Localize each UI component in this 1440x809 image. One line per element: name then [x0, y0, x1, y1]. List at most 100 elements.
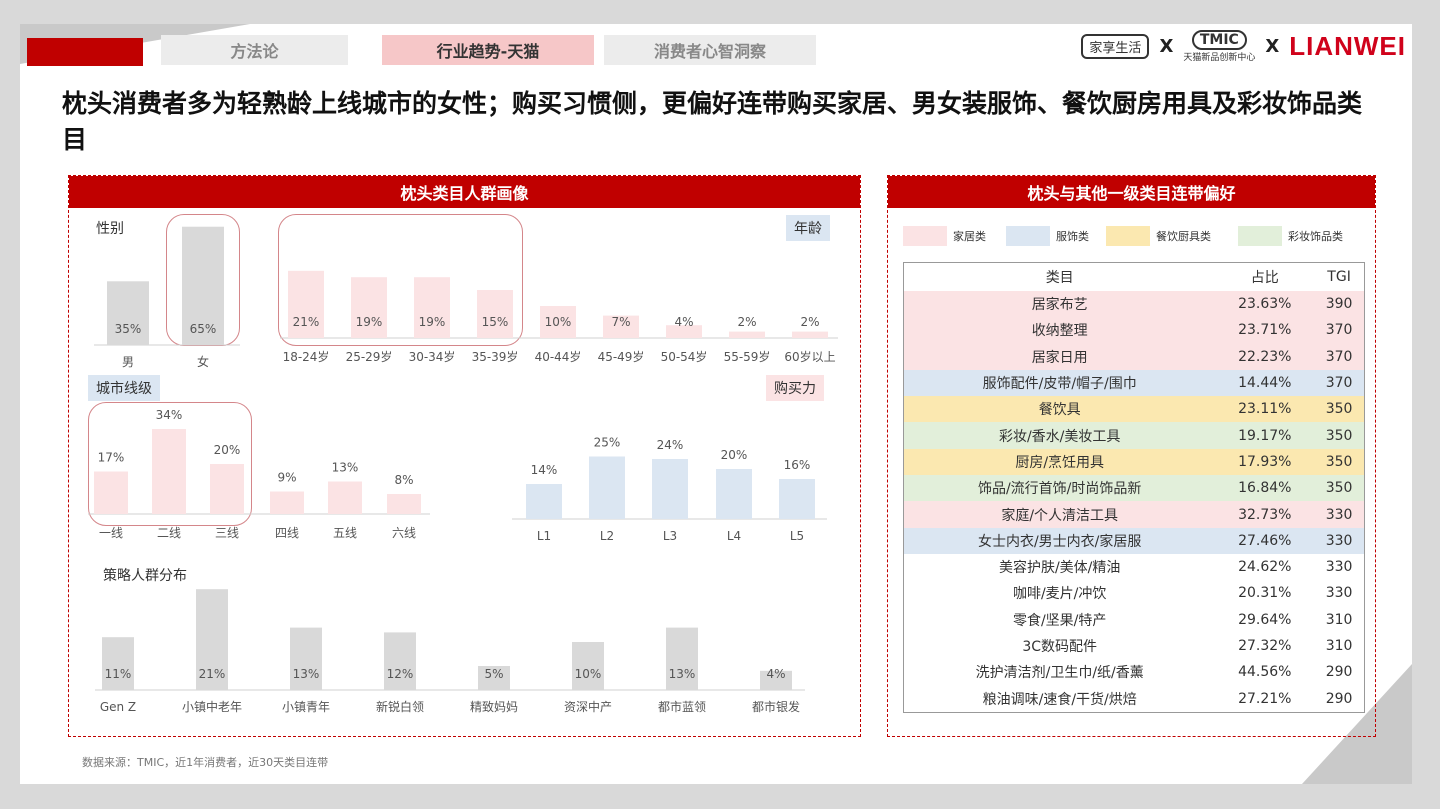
category-cell: 收纳整理: [1031, 323, 1088, 340]
page-title: 枕头消费者多为轻熟龄上线城市的女性；购买习惯侧，更偏好连带购买家居、男女装服饰、…: [62, 89, 1363, 154]
tgi-cell: 350: [1325, 427, 1353, 444]
share-cell: 20.31%: [1238, 585, 1292, 602]
panel-title: 枕头类目人群画像: [69, 176, 860, 208]
table-row: 洗护清洁剂/卫生巾/纸/香薰 44.56% 290: [903, 659, 1365, 686]
table-row: 居家布艺 23.63% 390: [903, 291, 1365, 318]
share-cell: 17.93%: [1238, 453, 1292, 470]
table-row: 彩妆/香水/美妆工具 19.17% 350: [903, 422, 1365, 449]
category-cell: 饰品/流行首饰/时尚饰品新: [977, 481, 1142, 498]
table-header-row: 类目 占比 TGI: [904, 263, 1365, 292]
tgi-cell: 350: [1325, 453, 1353, 470]
age-label: 年龄: [786, 215, 830, 241]
table-row: 厨房/烹饪用具 17.93% 350: [903, 448, 1365, 476]
legend-swatch: [903, 226, 947, 246]
tgi-cell: 370: [1325, 348, 1353, 365]
table-row: 收纳整理 23.71% 370: [903, 317, 1365, 344]
tab-methodology[interactable]: 方法论: [161, 35, 348, 65]
brand-logo: 家享生活: [1081, 34, 1150, 59]
legend-label: 彩妆饰品类: [1288, 230, 1343, 243]
city-tier-label: 城市线级: [88, 375, 160, 401]
column-header: TGI: [1327, 269, 1351, 285]
tmic-subtitle: 天猫新品创新中心: [1183, 53, 1256, 63]
tgi-cell: 350: [1325, 480, 1353, 497]
partner-logos: 家享生活 X TMIC 天猫新品创新中心 X LIANWEI: [1081, 30, 1406, 63]
category-cell: 3C数码配件: [1022, 639, 1098, 655]
tgi-cell: 330: [1325, 532, 1353, 549]
tgi-cell: 310: [1325, 611, 1353, 628]
data-source-note: 数据来源：TMIC，近1年消费者，近30天类目连带: [82, 756, 329, 769]
legend-swatch: [1238, 226, 1282, 246]
highlight-oval: [166, 214, 240, 346]
legend-label: 餐饮厨具类: [1156, 230, 1211, 243]
tgi-cell: 370: [1325, 322, 1353, 339]
purchasing-power-label: 购买力: [766, 375, 824, 401]
share-cell: 19.17%: [1238, 427, 1292, 444]
legend-item-kitchen: 餐饮厨具类: [1106, 226, 1211, 246]
category-cell: 洗护清洁剂/卫生巾/纸/香薰: [975, 665, 1144, 682]
legend-label: 服饰类: [1056, 230, 1089, 243]
tgi-cell: 330: [1325, 506, 1353, 523]
tmic-mark: TMIC: [1191, 30, 1247, 50]
gender-label: 性别: [96, 221, 124, 237]
share-cell: 24.62%: [1238, 559, 1292, 576]
tab-industry-trend[interactable]: 行业趋势-天猫: [382, 35, 594, 65]
tab-consumer-insight[interactable]: 消费者心智洞察: [604, 35, 816, 65]
tgi-cell: 290: [1325, 664, 1353, 681]
table-row: 3C数码配件 27.32% 310: [903, 632, 1365, 660]
slide: [20, 24, 1412, 784]
category-affinity-panel: 枕头与其他一级类目连带偏好: [887, 175, 1376, 737]
share-cell: 44.56%: [1238, 664, 1292, 681]
table-row: 美容护肤/美体/精油 24.62% 330: [903, 553, 1365, 581]
lianwei-logo: LIANWEI: [1289, 31, 1406, 61]
category-cell: 零食/坚果/特产: [1012, 612, 1107, 629]
share-cell: 32.73%: [1238, 506, 1292, 523]
tgi-cell: 390: [1325, 296, 1353, 313]
share-cell: 27.32%: [1238, 638, 1292, 654]
x-separator: X: [1159, 36, 1174, 57]
share-cell: 29.64%: [1238, 611, 1292, 628]
legend-swatch: [1106, 226, 1150, 246]
legend-swatch: [1006, 226, 1050, 246]
share-cell: 23.71%: [1238, 322, 1292, 339]
corner-decoration: [1302, 664, 1412, 784]
category-cell: 服饰配件/皮带/帽子/围巾: [982, 376, 1137, 393]
tgi-cell: 310: [1325, 638, 1353, 654]
table-row: 咖啡/麦片/冲饮 20.31% 330: [903, 580, 1365, 607]
table-row: 粮油调味/速食/干货/烘焙 27.21% 290: [903, 685, 1365, 713]
share-cell: 23.63%: [1238, 296, 1292, 313]
category-cell: 居家日用: [1031, 349, 1088, 366]
category-cell: 餐饮具: [1038, 402, 1081, 419]
tgi-cell: 290: [1325, 690, 1353, 707]
table-row: 餐饮具 23.11% 350: [903, 396, 1365, 423]
category-cell: 居家布艺: [1031, 297, 1088, 314]
audience-profile-panel: 枕头类目人群画像: [68, 175, 861, 737]
highlight-oval: [278, 214, 523, 346]
tgi-cell: 370: [1325, 375, 1353, 392]
accent-bar: [27, 38, 143, 66]
legend-label: 家居类: [953, 230, 986, 243]
category-cell: 彩妆/香水/美妆工具: [998, 428, 1121, 445]
panel-title: 枕头与其他一级类目连带偏好: [888, 176, 1375, 208]
tgi-cell: 330: [1325, 559, 1353, 576]
table-row: 零食/坚果/特产 29.64% 310: [903, 606, 1365, 633]
table-row: 女士内衣/男士内衣/家居服 27.46% 330: [903, 527, 1365, 554]
share-cell: 16.84%: [1238, 480, 1292, 497]
category-table: 类目 占比 TGI 居家布艺 23.63% 390 收纳整理 23.71% 370 居家日用…: [903, 262, 1365, 713]
legend-item-apparel: 服饰类: [1006, 226, 1089, 246]
legend-item-home: 家居类: [903, 226, 986, 246]
tmic-logo: TMIC 天猫新品创新中心: [1183, 30, 1255, 63]
table-row: 居家日用 22.23% 370: [903, 343, 1365, 370]
category-cell: 厨房/烹饪用具: [1015, 454, 1105, 471]
category-cell: 美容护肤/美体/精油: [998, 560, 1121, 577]
share-cell: 23.11%: [1238, 401, 1292, 418]
table-row: 服饰配件/皮带/帽子/围巾 14.44% 370: [903, 369, 1365, 397]
share-cell: 27.21%: [1238, 690, 1292, 707]
column-header: 占比: [1250, 270, 1279, 286]
share-cell: 22.23%: [1238, 348, 1292, 365]
category-cell: 女士内衣/男士内衣/家居服: [977, 533, 1142, 550]
tgi-cell: 350: [1325, 401, 1353, 418]
table-row: 家庭/个人清洁工具 32.73% 330: [903, 501, 1365, 528]
share-cell: 14.44%: [1238, 375, 1292, 392]
tgi-cell: 330: [1325, 585, 1353, 602]
category-cell: 粮油调味/速食/干货/烘焙: [982, 691, 1137, 708]
